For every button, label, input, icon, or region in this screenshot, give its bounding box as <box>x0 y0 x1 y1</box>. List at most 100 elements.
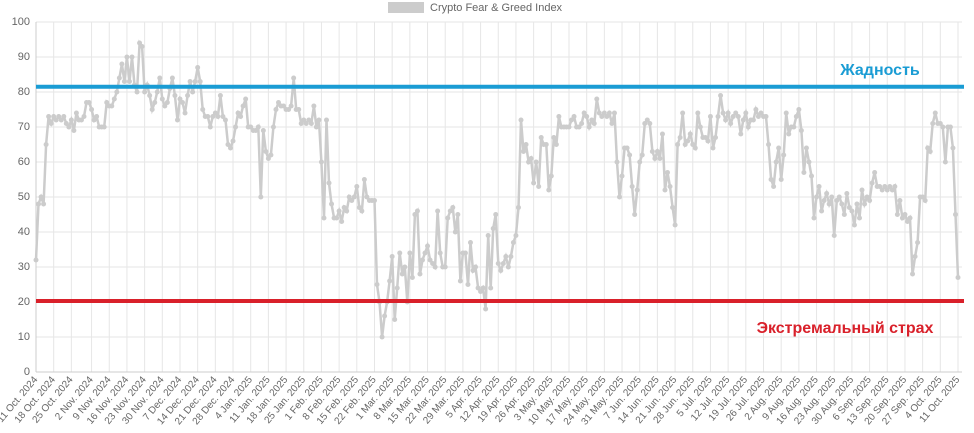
data-point <box>379 334 385 340</box>
data-point <box>162 103 168 109</box>
data-point <box>414 208 420 214</box>
data-point <box>634 187 640 193</box>
data-point <box>781 152 787 158</box>
data-point <box>437 250 443 256</box>
data-point <box>942 159 948 165</box>
data-point <box>902 212 908 217</box>
data-point <box>485 233 491 238</box>
data-point <box>490 226 496 231</box>
data-point <box>452 229 458 235</box>
data-point <box>78 117 84 123</box>
data-point <box>846 205 852 210</box>
data-point <box>601 110 607 116</box>
data-point <box>584 114 590 119</box>
data-point <box>41 201 47 207</box>
data-point <box>233 124 239 130</box>
legend-label: Crypto Fear & Greed Index <box>430 2 563 14</box>
data-point <box>915 240 921 245</box>
data-point <box>46 114 52 119</box>
data-point <box>53 117 59 123</box>
data-point <box>432 264 438 270</box>
data-point <box>599 114 605 119</box>
data-point <box>796 107 802 112</box>
data-point <box>675 142 681 147</box>
data-point <box>687 131 693 137</box>
data-point <box>839 201 845 207</box>
data-point <box>515 205 521 210</box>
data-point <box>856 215 862 221</box>
data-point <box>495 261 501 266</box>
data-point <box>659 131 665 137</box>
data-point <box>672 222 678 228</box>
data-point <box>212 110 218 116</box>
data-point <box>510 240 516 245</box>
data-point <box>455 212 461 217</box>
data-point <box>531 180 537 186</box>
data-point <box>912 254 918 259</box>
annotation-label: Экстремальный страх <box>757 320 934 337</box>
data-point <box>142 89 148 95</box>
data-point <box>591 121 597 126</box>
data-point <box>288 103 294 109</box>
data-point <box>882 184 888 189</box>
data-point <box>670 205 676 210</box>
data-point <box>316 117 322 123</box>
y-tick-label: 10 <box>18 331 30 343</box>
data-point <box>579 121 585 126</box>
data-point <box>657 156 663 161</box>
data-point <box>654 149 660 154</box>
y-tick-label: 30 <box>18 261 30 273</box>
data-point <box>152 100 158 105</box>
data-point <box>528 156 534 161</box>
data-point <box>872 170 878 175</box>
data-point <box>265 156 271 161</box>
data-point <box>758 110 764 116</box>
data-point <box>147 93 153 98</box>
data-point <box>207 124 213 130</box>
data-point <box>33 257 39 263</box>
data-point <box>359 208 365 214</box>
data-point <box>609 121 615 126</box>
data-point <box>225 142 231 147</box>
data-point <box>177 96 183 102</box>
data-point <box>465 282 471 287</box>
data-point <box>339 219 345 224</box>
data-point <box>409 275 415 280</box>
data-point <box>624 145 630 151</box>
data-point <box>904 219 910 224</box>
data-point <box>869 180 875 186</box>
data-point <box>159 96 165 102</box>
data-point <box>920 194 926 200</box>
data-point <box>321 215 327 221</box>
data-point <box>892 184 898 189</box>
data-point <box>614 159 620 165</box>
data-point <box>596 110 602 116</box>
data-point <box>518 117 524 123</box>
data-point <box>589 117 595 123</box>
data-point <box>932 110 938 116</box>
data-point <box>220 114 226 119</box>
data-point <box>61 114 67 119</box>
data-point <box>877 184 883 189</box>
data-point <box>311 103 317 109</box>
data-point <box>862 201 868 207</box>
data-point <box>263 149 269 154</box>
data-point <box>702 135 708 140</box>
data-point <box>275 100 281 105</box>
data-point <box>180 100 186 105</box>
data-point <box>644 117 650 123</box>
data-point <box>776 145 782 151</box>
data-point <box>73 110 79 116</box>
data-point <box>543 142 549 147</box>
data-point <box>240 103 246 109</box>
data-point <box>230 138 236 144</box>
data-point <box>268 152 274 158</box>
annotation-label: Жадность <box>839 62 920 79</box>
data-point <box>346 194 352 200</box>
data-point <box>735 114 741 119</box>
data-point <box>576 124 582 130</box>
data-point <box>738 131 744 137</box>
data-point <box>745 124 751 130</box>
data-point <box>826 201 832 207</box>
data-point <box>793 114 799 119</box>
